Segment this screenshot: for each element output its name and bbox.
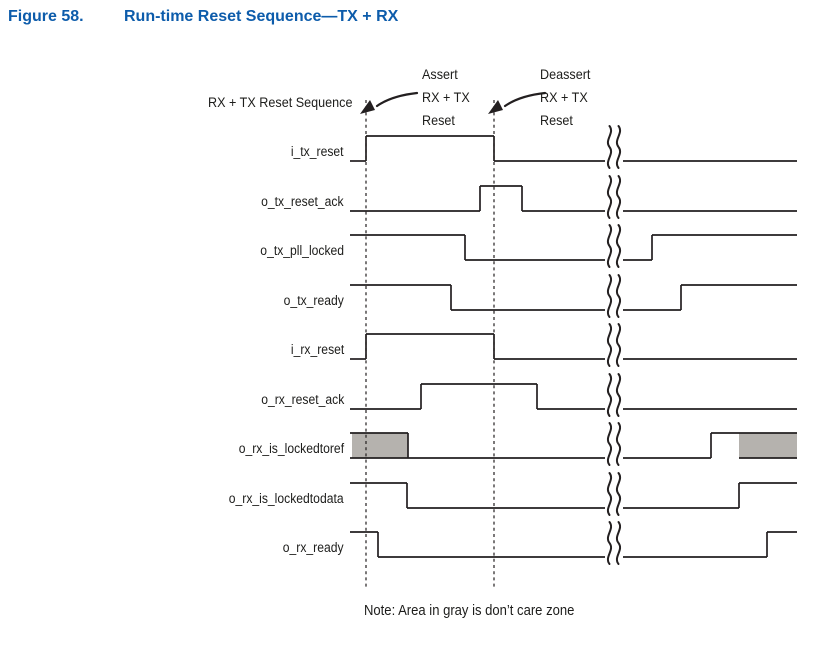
signal-label-o_tx_reset_ack: o_tx_reset_ack bbox=[252, 193, 344, 210]
signal-label-text: o_tx_pll_locked bbox=[260, 243, 344, 258]
signal-label-text: o_rx_is_lockedtodata bbox=[229, 491, 344, 506]
assert-annotation: Assert RX + TX Reset bbox=[422, 40, 475, 132]
signal-label-o_rx_ready: o_rx_ready bbox=[276, 539, 344, 556]
figure-title: Run-time Reset Sequence—TX + RX bbox=[124, 8, 399, 25]
gray-zone-note-text: Note: Area in gray is don’t care zone bbox=[364, 603, 575, 619]
signal-label-text: i_rx_reset bbox=[290, 342, 344, 357]
signal-label-o_rx_reset_ack: o_rx_reset_ack bbox=[252, 391, 344, 408]
signal-label-i_rx_reset: i_rx_reset bbox=[285, 341, 344, 358]
signal-label-text: o_rx_reset_ack bbox=[260, 392, 344, 407]
sequence-label: RX + TX Reset Sequence bbox=[192, 94, 352, 110]
sequence-label-text: RX + TX Reset Sequence bbox=[207, 94, 352, 110]
signal-label-text: o_rx_ready bbox=[283, 540, 344, 555]
signal-label-o_tx_ready: o_tx_ready bbox=[277, 292, 344, 309]
signal-label-text: o_tx_reset_ack bbox=[261, 194, 344, 209]
signal-label-o_rx_is_lockedtodata: o_rx_is_lockedtodata bbox=[216, 490, 344, 507]
signal-label-i_tx_reset: i_tx_reset bbox=[285, 143, 344, 160]
signal-label-o_tx_pll_locked: o_tx_pll_locked bbox=[251, 242, 344, 259]
signal-label-text: o_rx_is_lockedtoref bbox=[238, 441, 344, 456]
gray-zone-note: Note: Area in gray is don’t care zone bbox=[364, 603, 598, 619]
signal-label-o_rx_is_lockedtoref: o_rx_is_lockedtoref bbox=[227, 440, 344, 457]
deassert-annotation: Deassert RX + TX Reset bbox=[540, 40, 596, 132]
signal-label-text: i_tx_reset bbox=[291, 144, 344, 159]
deassert-annotation-text: Deassert RX + TX Reset bbox=[540, 66, 591, 128]
signal-label-text: o_tx_ready bbox=[283, 293, 344, 308]
assert-annotation-text: Assert RX + TX Reset bbox=[422, 66, 470, 128]
figure-number: Figure 58. bbox=[8, 8, 84, 25]
